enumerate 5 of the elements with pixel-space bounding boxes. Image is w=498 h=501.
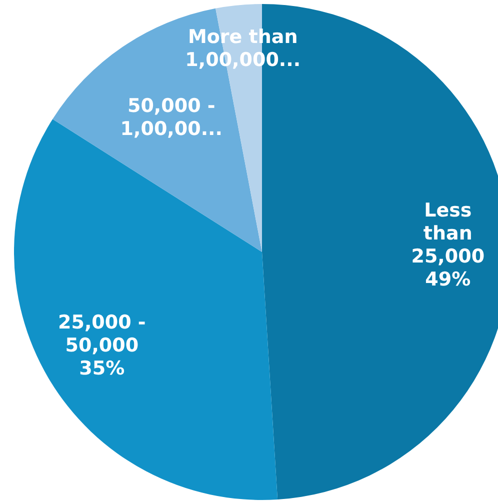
slice-label: Less than 25,000 bbox=[411, 200, 485, 268]
slice-label: 50,000 - 1,00,00... bbox=[120, 95, 222, 140]
data-label: 49% bbox=[425, 268, 471, 291]
data-label: 35% bbox=[79, 358, 125, 380]
slice-label: 25,000 - 50,000 bbox=[58, 312, 146, 357]
